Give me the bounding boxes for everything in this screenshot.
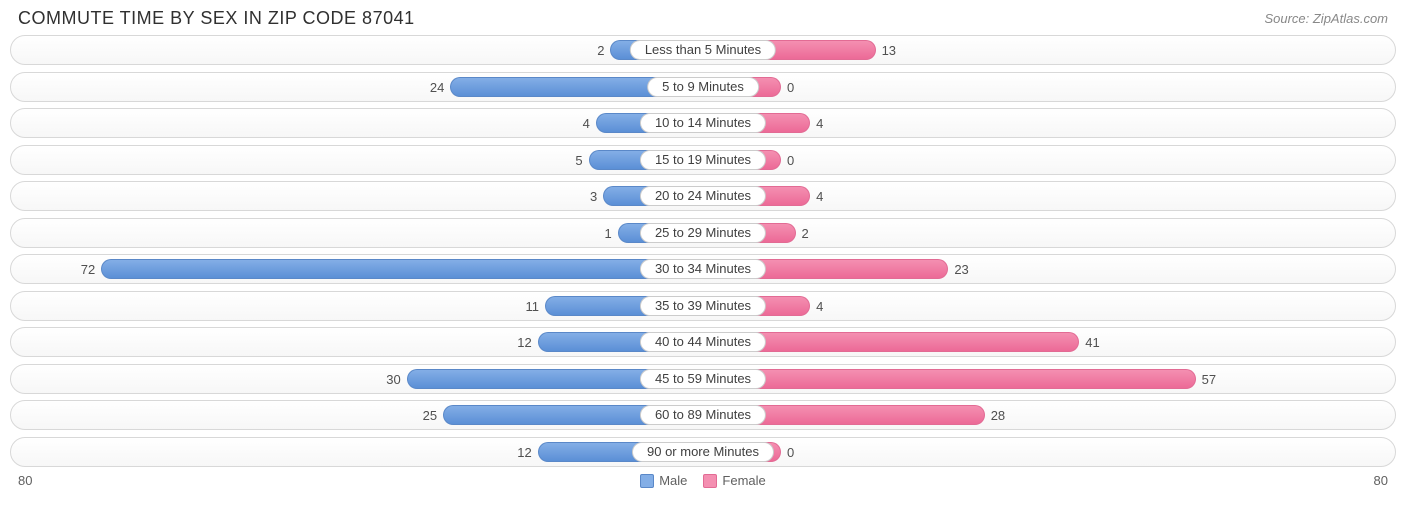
female-value: 4	[810, 109, 823, 139]
axis-max-left: 80	[18, 473, 32, 488]
category-label: 35 to 39 Minutes	[640, 296, 766, 316]
category-label: 60 to 89 Minutes	[640, 405, 766, 425]
category-label: 25 to 29 Minutes	[640, 223, 766, 243]
legend-item-female: Female	[703, 473, 765, 488]
female-value: 28	[985, 401, 1005, 431]
chart-row: 15 to 19 Minutes 5 0	[10, 145, 1396, 175]
chart-area: Less than 5 Minutes2135 to 9 Minutes2401…	[0, 33, 1406, 467]
female-value: 4	[810, 182, 823, 212]
chart-row: Less than 5 Minutes 2 13	[10, 35, 1396, 65]
male-bar	[101, 259, 703, 279]
category-label: Less than 5 Minutes	[630, 40, 776, 60]
female-value: 0	[781, 73, 794, 103]
male-value: 11	[525, 292, 545, 322]
chart-row: 5 to 9 Minutes 24 0	[10, 72, 1396, 102]
female-value: 4	[810, 292, 823, 322]
chart-title: COMMUTE TIME BY SEX IN ZIP CODE 87041	[18, 8, 415, 29]
male-value: 72	[81, 255, 101, 285]
female-value: 0	[781, 146, 794, 176]
male-value: 3	[590, 182, 603, 212]
legend-item-male: Male	[640, 473, 687, 488]
chart-row: 25 to 29 Minutes 1 2	[10, 218, 1396, 248]
female-value: 57	[1196, 365, 1216, 395]
category-label: 90 or more Minutes	[632, 442, 774, 462]
male-value: 30	[386, 365, 406, 395]
female-swatch-icon	[703, 474, 717, 488]
category-label: 15 to 19 Minutes	[640, 150, 766, 170]
female-value: 23	[948, 255, 968, 285]
chart-footer: 80 Male Female 80	[0, 473, 1406, 488]
legend-label-female: Female	[722, 473, 765, 488]
category-label: 20 to 24 Minutes	[640, 186, 766, 206]
female-value: 41	[1079, 328, 1099, 358]
male-swatch-icon	[640, 474, 654, 488]
female-bar	[703, 369, 1196, 389]
chart-row: 35 to 39 Minutes 11 4	[10, 291, 1396, 321]
male-value: 24	[430, 73, 450, 103]
category-label: 5 to 9 Minutes	[647, 77, 759, 97]
axis-max-right: 80	[1374, 473, 1388, 488]
male-value: 4	[583, 109, 596, 139]
male-value: 25	[423, 401, 443, 431]
male-value: 1	[604, 219, 617, 249]
chart-row: 40 to 44 Minutes 12 41	[10, 327, 1396, 357]
male-value: 2	[597, 36, 610, 66]
female-value: 0	[781, 438, 794, 468]
legend: Male Female	[640, 473, 766, 488]
chart-row: 45 to 59 Minutes 30 57	[10, 364, 1396, 394]
category-label: 40 to 44 Minutes	[640, 332, 766, 352]
chart-row: 60 to 89 Minutes 25 28	[10, 400, 1396, 430]
category-label: 10 to 14 Minutes	[640, 113, 766, 133]
male-value: 12	[517, 438, 537, 468]
legend-label-male: Male	[659, 473, 687, 488]
male-value: 12	[517, 328, 537, 358]
female-value: 13	[876, 36, 896, 66]
chart-row: 30 to 34 Minutes 72 23	[10, 254, 1396, 284]
category-label: 45 to 59 Minutes	[640, 369, 766, 389]
male-value: 5	[575, 146, 588, 176]
chart-row: 20 to 24 Minutes 3 4	[10, 181, 1396, 211]
chart-header: COMMUTE TIME BY SEX IN ZIP CODE 87041 So…	[0, 0, 1406, 33]
female-value: 2	[796, 219, 809, 249]
chart-source: Source: ZipAtlas.com	[1264, 11, 1388, 26]
chart-row: 10 to 14 Minutes 4 4	[10, 108, 1396, 138]
chart-row: 90 or more Minutes 12 0	[10, 437, 1396, 467]
category-label: 30 to 34 Minutes	[640, 259, 766, 279]
